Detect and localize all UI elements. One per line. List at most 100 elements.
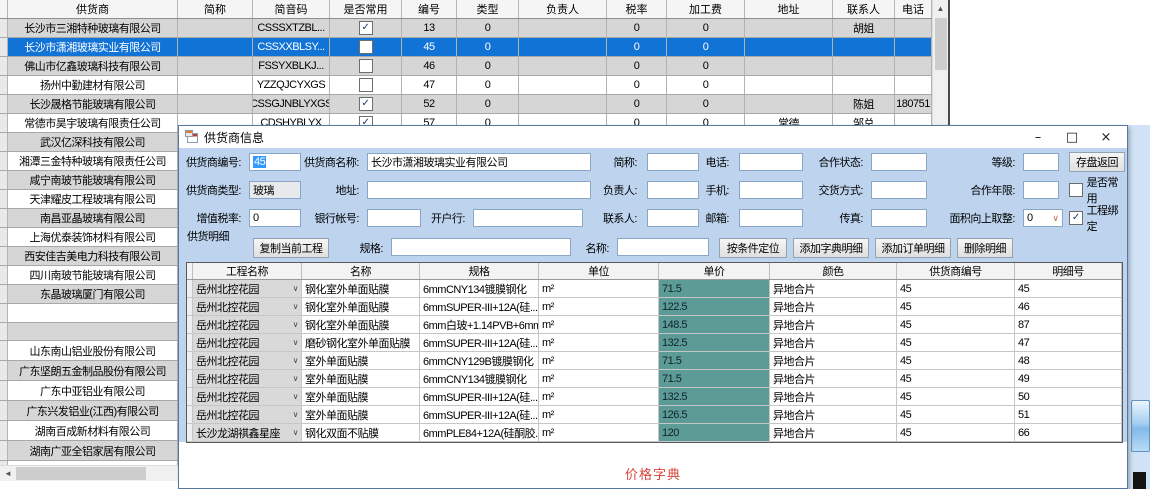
combo-dropdown-icon[interactable]: ∨	[292, 356, 299, 365]
project-name-combobox[interactable]: 岳州北控花园 ∨	[193, 316, 302, 333]
add-dict-detail-button[interactable]: 添加字典明细	[793, 238, 869, 258]
vat-rate-input[interactable]: 0	[249, 209, 301, 227]
detail-column-header[interactable]: 明细号	[1015, 263, 1122, 279]
detail-row[interactable]: 岳州北控花园 ∨ 室外单面贴膜 6mmCNY129B镀膜钢化 m² 71.5 异地合片 45 4…	[187, 352, 1122, 370]
coop-status-input[interactable]	[871, 153, 927, 171]
scroll-up-icon[interactable]: ▲	[936, 3, 945, 13]
close-button[interactable]: ×	[1100, 129, 1112, 145]
detail-column-header[interactable]: 名称	[302, 263, 420, 279]
detail-column-header[interactable]: 颜色	[770, 263, 897, 279]
project-name-combobox[interactable]: 岳州北控花园 ∨	[193, 280, 302, 297]
detail-column-header[interactable]: 规格	[420, 263, 539, 279]
locate-by-condition-button[interactable]: 按条件定位	[719, 238, 787, 258]
common-flag-checkbox[interactable]	[358, 59, 373, 73]
combo-dropdown-icon[interactable]: ∨	[1052, 212, 1059, 223]
supplier-no-input[interactable]: 45	[249, 153, 301, 171]
detail-column-header[interactable]: 工程名称	[193, 263, 302, 279]
column-header-id[interactable]: 编号	[402, 0, 457, 18]
common-flag-checkbox[interactable]	[358, 78, 373, 92]
mobile-input[interactable]	[739, 181, 803, 199]
combo-dropdown-icon[interactable]: ∨	[292, 410, 299, 419]
column-header-code[interactable]: 简音码	[253, 0, 330, 18]
delete-detail-button[interactable]: 删除明细	[957, 238, 1013, 258]
fax-input[interactable]	[871, 209, 927, 227]
delivery-input[interactable]	[871, 181, 927, 199]
common-flag-checkbox[interactable]: ✓	[358, 97, 373, 111]
column-header-fee[interactable]: 加工费	[667, 0, 745, 18]
dialog-title-bar[interactable]: 供货商信息 – □ ×	[179, 126, 1127, 148]
scroll-left-icon[interactable]: ◄	[4, 469, 12, 478]
combo-dropdown-icon[interactable]: ∨	[292, 428, 299, 437]
area-round-combobox[interactable]: 0 ∨	[1023, 209, 1063, 227]
project-name-combobox[interactable]: 岳州北控花园 ∨	[193, 388, 302, 405]
detail-row[interactable]: 岳州北控花园 ∨ 钢化室外单面贴膜 6mm白玻+1.14PVB+6mm... m² 148…	[187, 316, 1122, 334]
contact-input[interactable]	[647, 209, 699, 227]
detail-column-header[interactable]: 供货商编号	[897, 263, 1015, 279]
project-name-combobox[interactable]: 长沙龙湖祺鑫星座 ∨	[193, 424, 302, 441]
vertical-scroll-thumb[interactable]	[935, 18, 947, 70]
combo-dropdown-icon[interactable]: ∨	[292, 392, 299, 401]
detail-row[interactable]: 岳州北控花园 ∨ 室外单面贴膜 6mmSUPER-III+12A(硅... m² 132.…	[187, 388, 1122, 406]
supplier-name-input[interactable]: 长沙市潇湘玻璃实业有限公司	[367, 153, 591, 171]
detail-row-header-corner[interactable]	[187, 263, 193, 279]
column-header-owner[interactable]: 负责人	[519, 0, 607, 18]
column-header-phone[interactable]: 电话	[895, 0, 932, 18]
short-name-input[interactable]	[647, 153, 699, 171]
detail-column-header[interactable]: 单位	[539, 263, 659, 279]
common-flag-checkbox[interactable]: ✓	[358, 21, 373, 35]
minimize-button[interactable]: –	[1034, 129, 1042, 145]
project-name-combobox[interactable]: 岳州北控花园 ∨	[193, 352, 302, 369]
maximize-button[interactable]: □	[1065, 129, 1079, 145]
horizontal-scroll-thumb[interactable]	[16, 467, 146, 480]
detail-row[interactable]: 长沙龙湖祺鑫星座 ∨ 钢化双面不贴膜 6mmPLE84+12A(硅酮胶... m² 120…	[187, 424, 1122, 442]
combo-dropdown-icon[interactable]: ∨	[292, 374, 299, 383]
combo-dropdown-icon[interactable]: ∨	[292, 284, 299, 293]
combo-dropdown-icon[interactable]: ∨	[292, 320, 299, 329]
supplier-row[interactable]: 佛山市亿鑫玻璃科技有限公司 FSSYXBLKJ... 46 0 0 0	[0, 57, 948, 76]
detail-row[interactable]: 岳州北控花园 ∨ 磨砂钢化室外单面贴膜 6mmSUPER-III+12A(硅... m²…	[187, 334, 1122, 352]
address-input[interactable]	[367, 181, 591, 199]
column-header-common[interactable]: 是否常用	[330, 0, 402, 18]
column-header-abbr[interactable]: 简称	[178, 0, 253, 18]
combo-dropdown-icon[interactable]: ∨	[292, 338, 299, 347]
owner-input[interactable]	[647, 181, 699, 199]
project-bind-checkbox-row[interactable]: ✓ 工程绑定	[1069, 205, 1127, 233]
coop-years-input[interactable]	[1023, 181, 1059, 199]
column-header-name[interactable]: 供货商	[8, 0, 178, 18]
supplier-row[interactable]: 长沙市潇湘玻璃实业有限公司 CSSXXBLSY... 45 0 0 0	[0, 38, 948, 57]
supplier-row[interactable]: 扬州中勤建材有限公司 YZZQJCYXGS 47 0 0 0	[0, 76, 948, 95]
common-use-checkbox[interactable]	[1069, 183, 1083, 197]
project-name-combobox[interactable]: 岳州北控花园 ∨	[193, 334, 302, 351]
project-name-combobox[interactable]: 岳州北控花园 ∨	[193, 406, 302, 423]
phone-input[interactable]	[739, 153, 803, 171]
project-bind-checkbox[interactable]: ✓	[1069, 211, 1083, 225]
row-header-cell	[0, 190, 8, 208]
copy-current-project-button[interactable]: 复制当前工程	[253, 238, 329, 258]
row-header-corner[interactable]	[0, 0, 8, 18]
column-header-tax[interactable]: 税率	[607, 0, 667, 18]
supplier-type-input[interactable]: 玻璃	[249, 181, 301, 199]
name-filter-input[interactable]	[617, 238, 709, 256]
detail-row[interactable]: 岳州北控花园 ∨ 室外单面贴膜 6mmSUPER-III+12A(硅... m² 126.…	[187, 406, 1122, 424]
add-order-detail-button[interactable]: 添加订单明细	[875, 238, 951, 258]
column-header-type[interactable]: 类型	[457, 0, 519, 18]
save-return-button[interactable]: 存盘返回	[1069, 152, 1125, 172]
column-header-contact[interactable]: 联系人	[833, 0, 895, 18]
detail-row[interactable]: 岳州北控花园 ∨ 钢化室外单面贴膜 6mmSUPER-III+12A(硅... m² 12…	[187, 298, 1122, 316]
detail-column-header[interactable]: 单价	[659, 263, 770, 279]
project-name-combobox[interactable]: 岳州北控花园 ∨	[193, 298, 302, 315]
grade-input[interactable]	[1023, 153, 1059, 171]
combo-dropdown-icon[interactable]: ∨	[292, 302, 299, 311]
common-flag-checkbox[interactable]	[358, 40, 373, 54]
common-use-checkbox-row[interactable]: 是否常用	[1069, 177, 1127, 205]
detail-row[interactable]: 岳州北控花园 ∨ 钢化室外单面贴膜 6mmCNY134镀膜钢化 m² 71.5 异地合片 45…	[187, 280, 1122, 298]
bank-account-input[interactable]	[367, 209, 421, 227]
detail-row[interactable]: 岳州北控花园 ∨ 室外单面贴膜 6mmCNY134镀膜钢化 m² 71.5 异地合片 45 49	[187, 370, 1122, 388]
project-name-combobox[interactable]: 岳州北控花园 ∨	[193, 370, 302, 387]
email-input[interactable]	[739, 209, 803, 227]
bank-name-input[interactable]	[473, 209, 583, 227]
supplier-row[interactable]: 长沙市三湘特种玻璃有限公司 CSSSXTZBL... ✓ 13 0 0 0 胡姐	[0, 19, 948, 38]
supplier-row[interactable]: 长沙晟格节能玻璃有限公司 CSSGJNBLYXGS ✓ 52 0 0 0 陈姐 180751	[0, 95, 948, 114]
column-header-addr[interactable]: 地址	[745, 0, 833, 18]
spec-filter-input[interactable]	[391, 238, 571, 256]
